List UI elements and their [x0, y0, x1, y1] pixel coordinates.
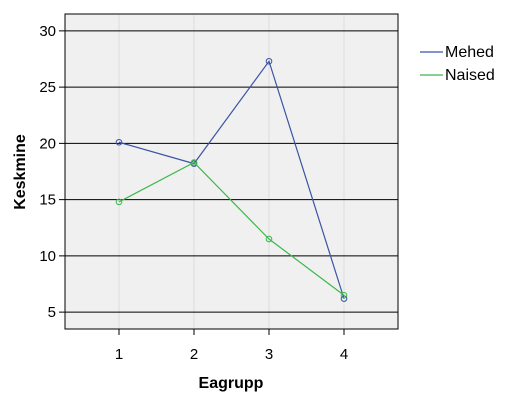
y-axis-title: Keskmine: [12, 134, 29, 210]
series-layer: [115, 57, 348, 302]
data-point-mehed: [265, 57, 273, 65]
y-tick-label: 30: [39, 23, 56, 40]
plot-area: [64, 13, 399, 330]
y-axis-ticks: 5 10 15 20 25 30: [39, 23, 65, 321]
series-line-mehed: [118, 59, 345, 299]
y-tick-label: 20: [39, 135, 56, 152]
y-tick-label: 25: [39, 79, 56, 96]
x-tick-label: 3: [265, 346, 273, 363]
x-tick-label: 4: [340, 346, 348, 363]
data-point-naised: [190, 159, 198, 166]
x-tick-label: 1: [115, 346, 123, 363]
x-tick-label: 2: [190, 346, 198, 363]
legend-label-naised: Naised: [445, 67, 495, 84]
legend: Mehed Naised: [420, 44, 495, 84]
x-axis-title: Eagrupp: [199, 375, 264, 392]
x-axis-ticks: 1 2 3 4: [115, 329, 348, 363]
y-tick-label: 10: [39, 248, 56, 265]
data-point-mehed: [115, 138, 123, 146]
data-point-naised: [115, 198, 123, 206]
vertical-gridlines: [118, 15, 345, 328]
series-line-naised: [118, 161, 345, 296]
data-point-naised: [340, 291, 348, 299]
y-tick-label: 15: [39, 192, 56, 209]
data-point-naised: [265, 235, 273, 243]
data-point-mehed: [340, 295, 348, 302]
y-tick-label: 5: [48, 304, 56, 321]
legend-label-mehed: Mehed: [445, 44, 494, 61]
